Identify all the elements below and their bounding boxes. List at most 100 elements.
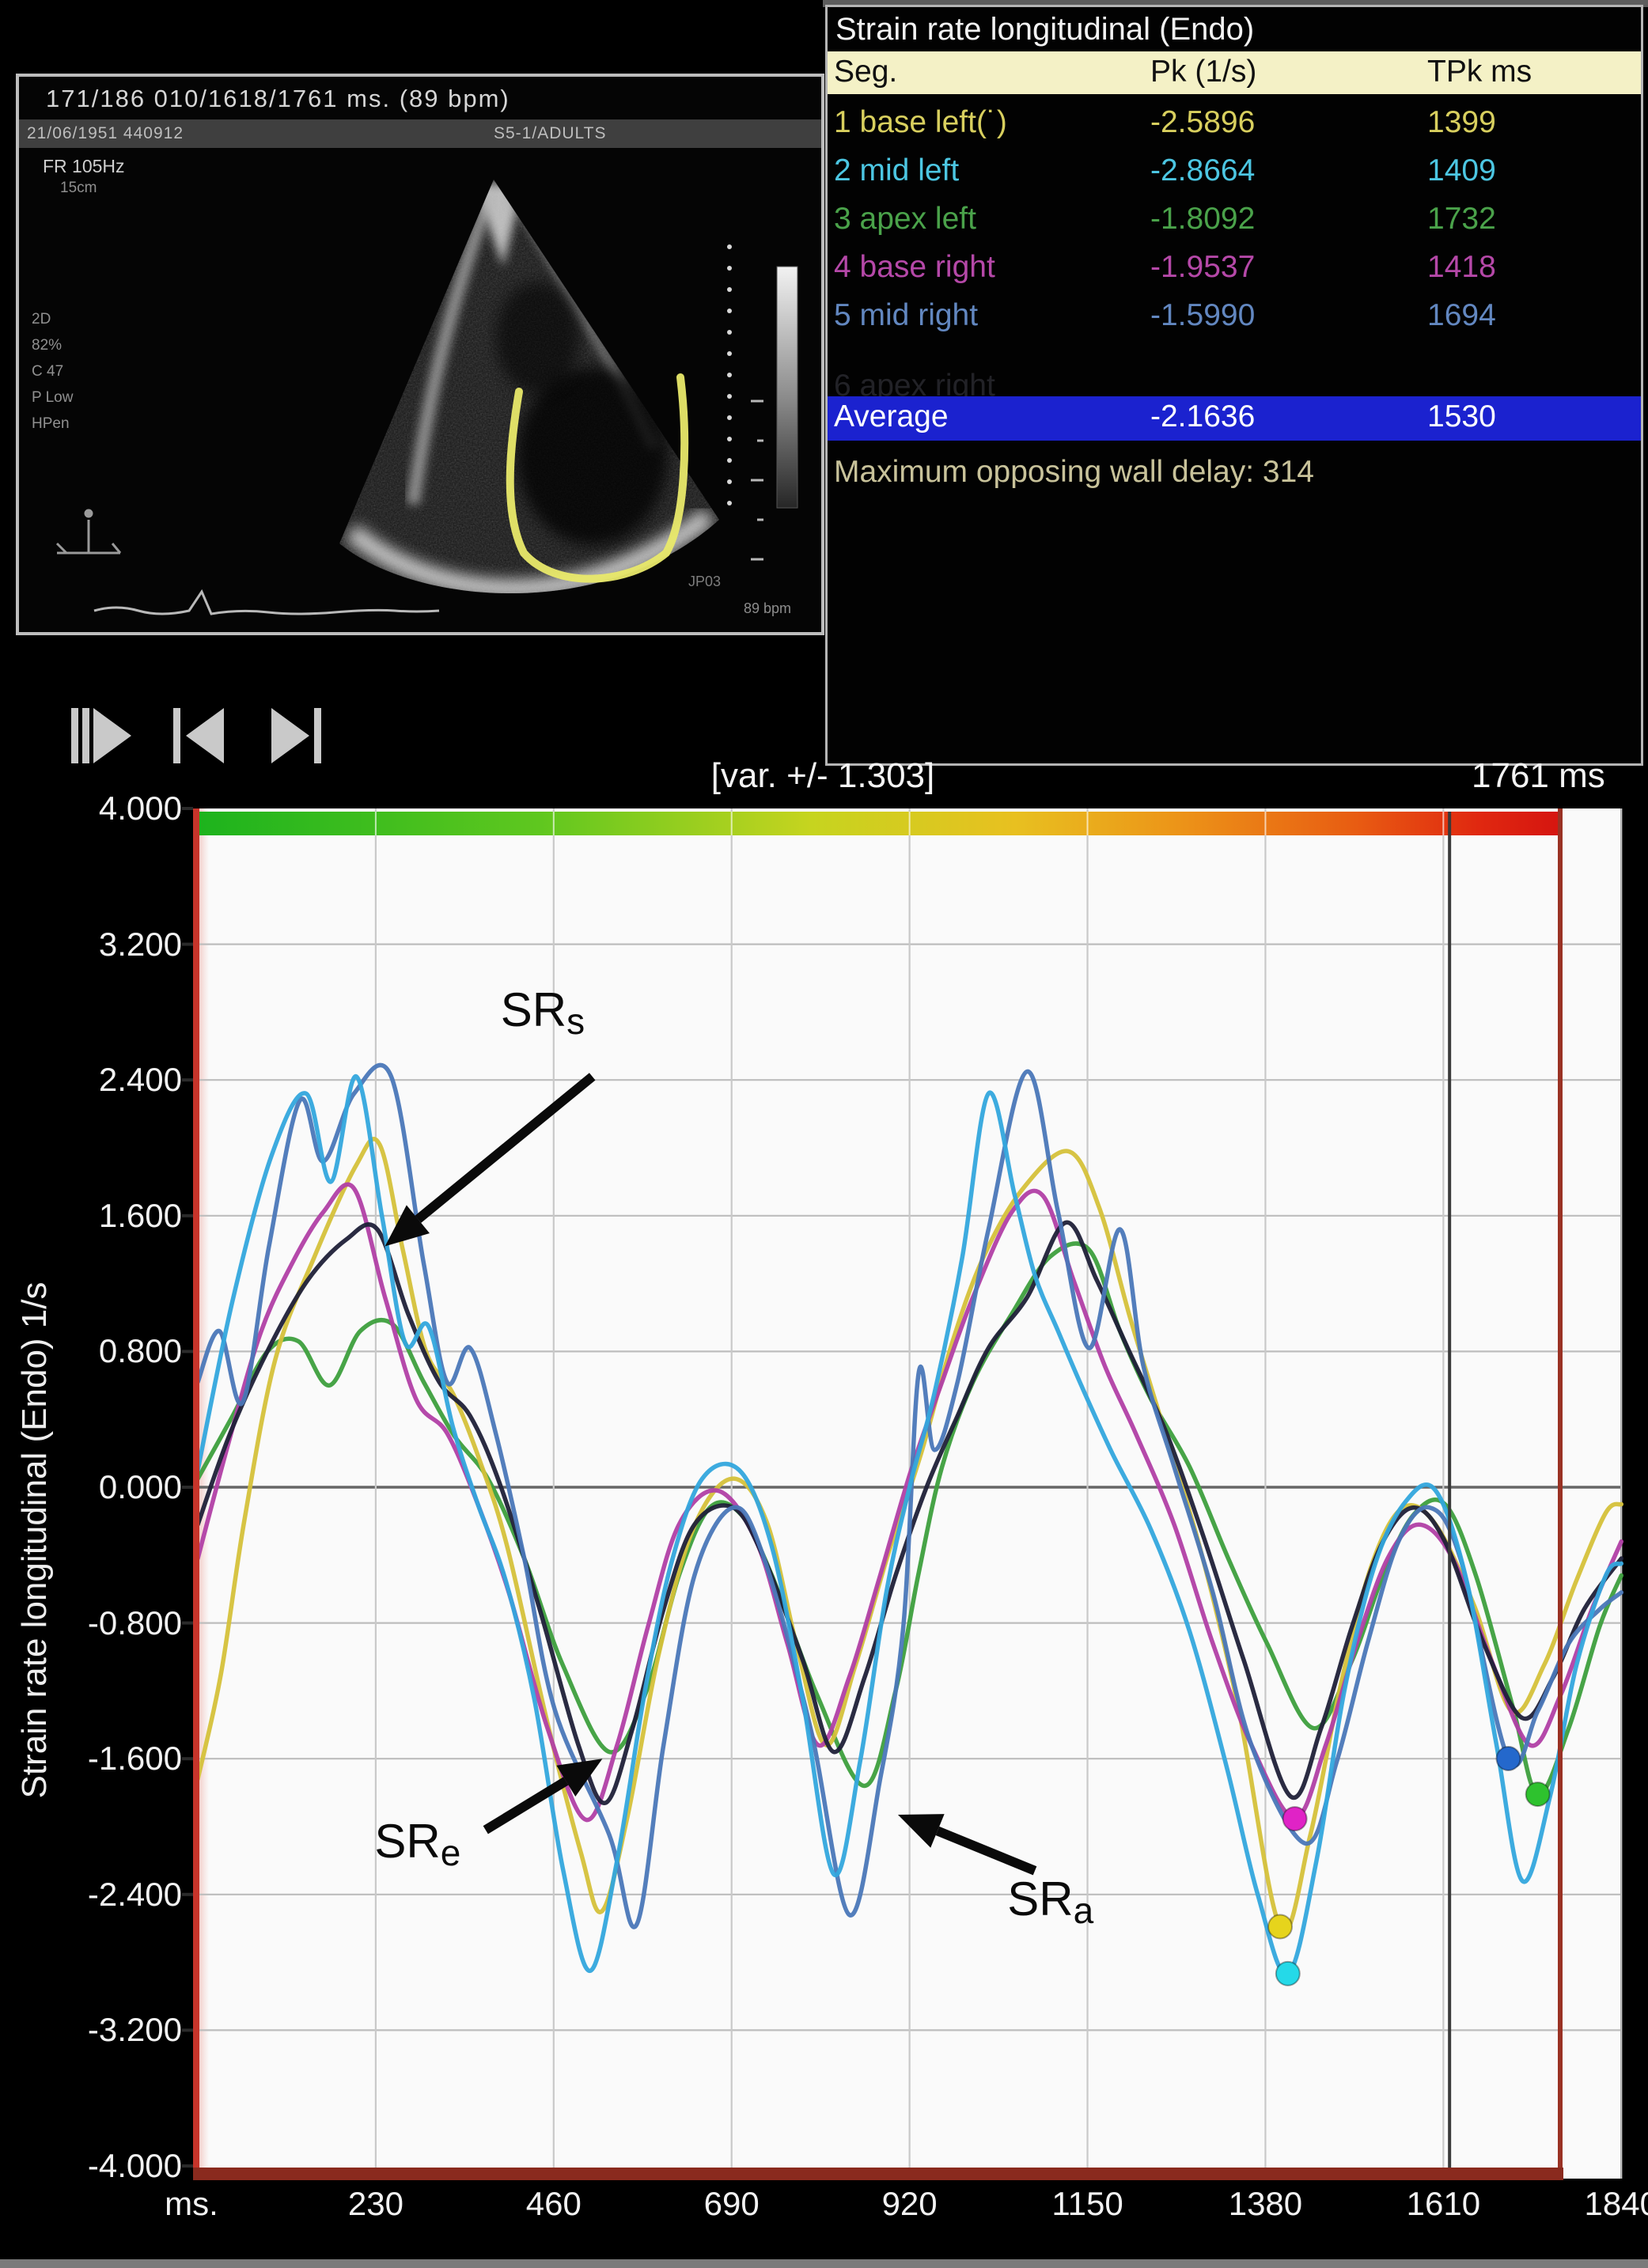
- y-tick-label: 4.000: [98, 789, 182, 827]
- x-tick-label: 1840: [1584, 2185, 1648, 2222]
- y-tick-label: 3.200: [98, 925, 182, 963]
- segment-name: 2 mid left: [834, 153, 960, 187]
- cursor-lines[interactable]: [1448, 808, 1563, 2179]
- wall-delay-note: Maximum opposing wall delay: 314: [834, 455, 1314, 489]
- average-tpk: 1530: [1427, 399, 1496, 434]
- x-tick-label: 1610: [1406, 2185, 1481, 2222]
- segment-tpk-value: 1732: [1427, 202, 1496, 236]
- ultrasound-cine-panel[interactable]: 171/186 010/1618/1761 ms. (89 bpm) 21/06…: [16, 74, 824, 635]
- SRe-label-subscript: e: [440, 1831, 461, 1873]
- acquisition-setting-label: C 47: [32, 363, 64, 380]
- strain-rate-curves: [195, 1062, 1624, 1977]
- chart-left-border: [193, 808, 199, 2179]
- segment-tpk-value: 1694: [1427, 298, 1496, 332]
- pericardium-bright-band: [345, 508, 715, 594]
- peak-marker[interactable]: [1267, 1914, 1294, 1940]
- table-header-row: Seg. Pk (1/s) TPk ms: [828, 51, 1641, 94]
- acquisition-setting-label: 82%: [32, 337, 63, 354]
- y-tick-label: -2.400: [87, 1875, 182, 1913]
- y-tick-label: 2.400: [98, 1061, 182, 1099]
- acquisition-setting-label: HPen: [32, 415, 70, 432]
- patient-id-bar: 21/06/1951 440912 S5-1/ADULTS: [19, 119, 821, 148]
- frame-info-text: 171/186 010/1618/1761 ms. (89 bpm): [46, 85, 510, 112]
- SRs-label-main: SR: [500, 983, 567, 1036]
- segment-name: 4 base right: [834, 250, 995, 284]
- SRs-label-subscript: s: [566, 1000, 585, 1042]
- next-frame-icon: [271, 708, 321, 763]
- table-row[interactable]: 4 base right -1.9537 1418: [828, 247, 1641, 293]
- chart-bottom-border: [193, 2168, 1563, 2180]
- heart-rate-label: 89 bpm: [744, 600, 792, 616]
- acquisition-settings-column: 2D 82% C 47 P Low HPen: [32, 306, 73, 437]
- y-tick-label: -1.600: [87, 1740, 182, 1778]
- SRa-arrowhead: [897, 1814, 945, 1848]
- SRa-label: SRa: [1007, 1872, 1093, 1932]
- x-tick-label: 230: [347, 2185, 403, 2222]
- variance-label: [var. +/- 1.303]: [710, 756, 935, 795]
- segment-tpk-value: 1409: [1427, 153, 1496, 187]
- depth-label: 15cm: [60, 180, 97, 196]
- curve-4-base-right: [195, 1182, 1624, 1823]
- playback-controls: [70, 696, 331, 775]
- peak-marker[interactable]: [1275, 1960, 1301, 1986]
- segment-tpk-value: 1418: [1427, 250, 1496, 284]
- segment-name: 3 apex left: [834, 202, 976, 236]
- segment-name: 5 mid right: [834, 298, 979, 332]
- peak-marker[interactable]: [1495, 1745, 1521, 1771]
- y-tick-label: -4.000: [87, 2147, 182, 2184]
- curve-5-mid-right: [195, 1062, 1624, 1929]
- y-tick-label: -0.800: [87, 1604, 182, 1641]
- frame-rate-label: FR 105Hz: [43, 156, 125, 176]
- SRa-label-main: SR: [1007, 1872, 1074, 1925]
- table-row[interactable]: 3 apex left -1.8092 1732: [828, 199, 1641, 244]
- segment-pk-value: -1.8092: [1150, 202, 1256, 236]
- peak-marker[interactable]: [1525, 1781, 1551, 1808]
- header-tpk: TPk ms: [1427, 55, 1532, 89]
- average-pk: -2.1636: [1150, 399, 1256, 434]
- probe-text: S5-1/ADULTS: [494, 124, 607, 142]
- x-tick-label: 460: [525, 2185, 582, 2222]
- play-step-button[interactable]: [70, 702, 136, 770]
- segment-tpk-value: 1399: [1427, 105, 1496, 139]
- segment-name: 1 base left(˙): [834, 105, 1007, 139]
- play-step-icon: [71, 708, 131, 763]
- variance-gradient-bar: [198, 812, 1560, 835]
- ultrasound-image: [55, 180, 798, 615]
- SRa-label-subscript: a: [1073, 1889, 1094, 1931]
- y-tick-label: 0.800: [98, 1332, 182, 1370]
- SRe-arrow-line: [483, 1777, 569, 1834]
- y-tick-label: 0.000: [98, 1468, 182, 1505]
- average-row[interactable]: Average -2.1636 1530: [828, 396, 1641, 441]
- table-row[interactable]: 1 base left(˙) -2.5896 1399: [828, 102, 1641, 148]
- grayscale-bar: [776, 266, 798, 509]
- header-seg: Seg.: [834, 55, 898, 89]
- gridlines: [196, 808, 1623, 2179]
- endocardial-contour[interactable]: [506, 373, 689, 583]
- previous-frame-button[interactable]: [166, 702, 233, 770]
- header-pk: Pk (1/s): [1150, 55, 1257, 89]
- next-frame-button[interactable]: [263, 702, 329, 770]
- table-title: Strain rate longitudinal (Endo): [835, 12, 1255, 47]
- corner-label: JP03: [688, 574, 722, 589]
- x-tick-label: 1150: [1051, 2185, 1123, 2222]
- SRe-arrowhead: [556, 1759, 603, 1797]
- caliper-icon: [55, 509, 122, 555]
- SRe-label: SRe: [374, 1814, 460, 1874]
- lv-cavity: [517, 368, 668, 545]
- SRs-label: SRs: [501, 983, 585, 1043]
- peak-markers: [1267, 1745, 1551, 1986]
- x-tick-label: 920: [881, 2185, 938, 2222]
- curve-6-apex-right: [195, 1220, 1624, 1805]
- y-tick-label: -3.200: [87, 2011, 182, 2049]
- window-top-strip: [823, 0, 1648, 7]
- table-row[interactable]: 2 mid left -2.8664 1409: [828, 150, 1641, 196]
- segment-pk-value: -1.9537: [1150, 250, 1256, 284]
- x-tick-label: 690: [703, 2185, 760, 2222]
- peak-marker[interactable]: [1282, 1806, 1308, 1832]
- septal-wall: [407, 193, 496, 505]
- average-label: Average: [834, 399, 949, 434]
- table-row[interactable]: 5 mid right -1.5990 1694: [828, 295, 1641, 341]
- SRs-arrow-line: [415, 1073, 596, 1223]
